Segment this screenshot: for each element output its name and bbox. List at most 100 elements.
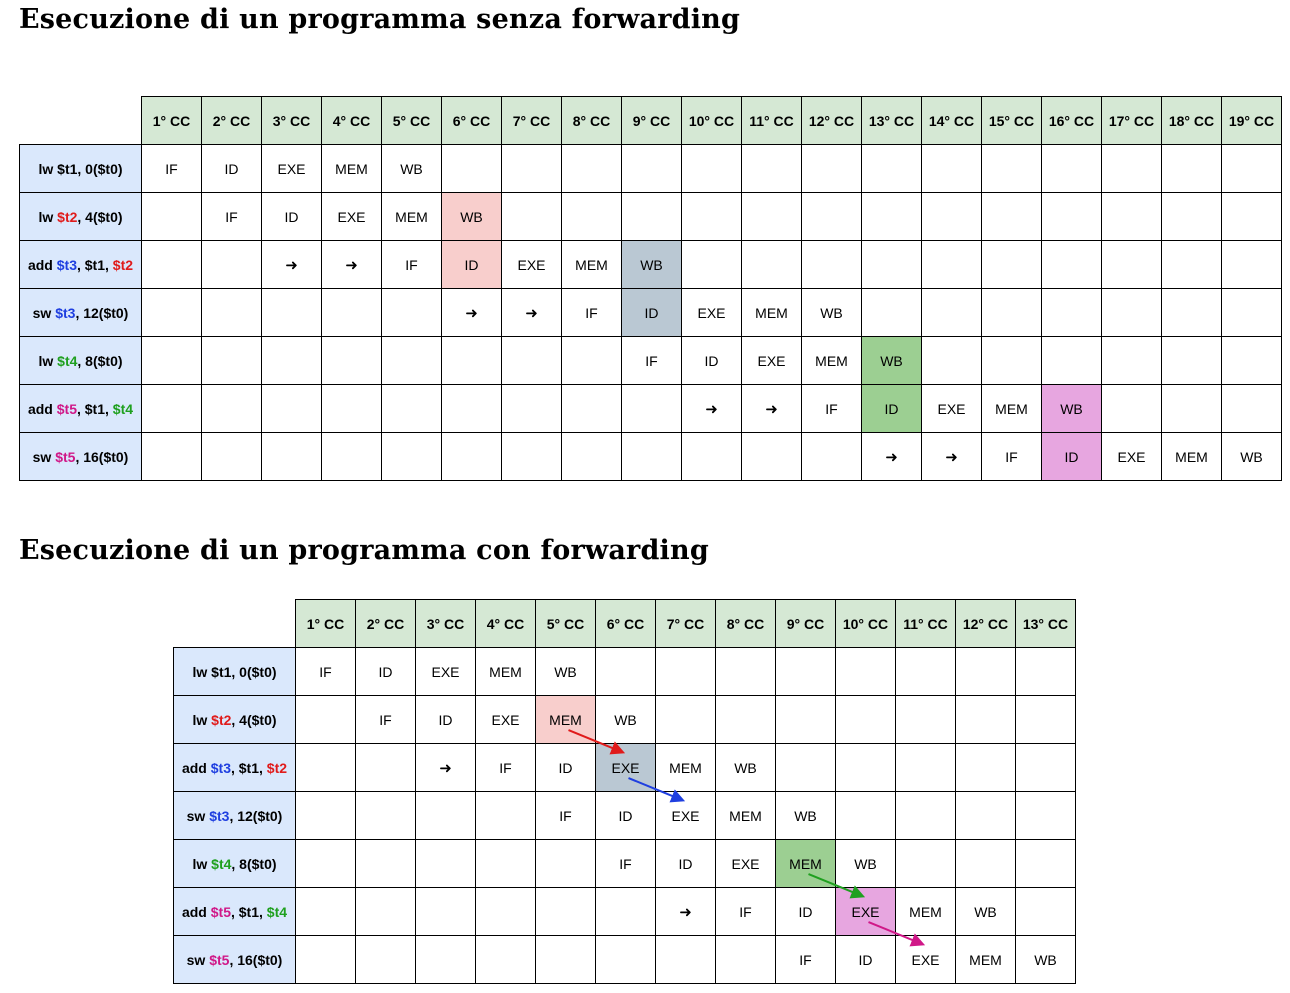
instruction-label: sw $t3, 12($t0) [173,791,296,840]
cycle-header: 1° CC [295,599,356,648]
empty-cell [1015,887,1076,936]
empty-cell [261,336,322,385]
empty-cell [955,743,1016,792]
stage-cell: EXE [261,144,322,193]
empty-cell [921,144,982,193]
cycle-header: 13° CC [861,96,922,145]
empty-cell [321,432,382,481]
stage-cell: WB [381,144,442,193]
stage-cell: MEM [1161,432,1222,481]
empty-cell [1161,288,1222,337]
instruction-row: sw $t3, 12($t0) ➜ ➜ IF ID EXE MEM WB [19,288,1282,337]
empty-cell [201,288,262,337]
stage-cell: IF [981,432,1042,481]
empty-cell [441,336,502,385]
instruction-text: lw $t1, 0($t0) [192,663,277,680]
stage-cell: WB [955,887,1016,936]
stage-cell: IF [535,791,596,840]
instruction-text: , 12($t0) [75,304,129,321]
empty-cell [381,336,442,385]
stage-cell: WB [441,192,502,241]
empty-cell [141,192,202,241]
empty-cell [441,384,502,433]
empty-cell [655,647,716,696]
empty-cell [321,288,382,337]
empty-cell [1221,336,1282,385]
instruction-text: lw [38,208,58,225]
register-highlight: $t5 [56,400,77,417]
stage-cell: EXE [501,240,562,289]
stage-cell: MEM [741,288,802,337]
stage-cell: ID [775,887,836,936]
empty-cell [1041,144,1102,193]
stage-cell: EXE [595,743,656,792]
empty-cell [595,647,656,696]
stall-arrow: ➜ [681,384,742,433]
instruction-row: lw $t4, 8($t0) IF ID EXE MEM WB [173,839,1076,888]
empty-cell [415,839,476,888]
empty-cell [921,336,982,385]
empty-cell [741,192,802,241]
stage-cell: MEM [955,935,1016,984]
empty-cell [801,144,862,193]
empty-cell [201,336,262,385]
empty-cell [261,288,322,337]
register-highlight: $t2 [211,711,232,728]
empty-cell [475,887,536,936]
stage-cell: WB [715,743,776,792]
empty-cell [355,935,416,984]
stage-cell: ID [595,791,656,840]
stage-cell: WB [801,288,862,337]
empty-cell [355,887,416,936]
instruction-label: add $t3, $t1, $t2 [19,240,142,289]
instruction-label: lw $t1, 0($t0) [19,144,142,193]
empty-cell [861,240,922,289]
stage-cell: MEM [561,240,622,289]
stage-cell: EXE [741,336,802,385]
instruction-label: lw $t2, 4($t0) [19,192,142,241]
empty-cell [535,935,596,984]
pipeline-table-with-forwarding: 1° CC 2° CC 3° CC 4° CC 5° CC 6° CC 7° CC 8° CC… [173,599,1076,984]
cycle-header: 12° CC [955,599,1016,648]
stage-cell: WB [835,839,896,888]
stage-cell: EXE [475,695,536,744]
cycle-header: 15° CC [981,96,1042,145]
stage-cell: IF [141,144,202,193]
instruction-text: lw $t1, 0($t0) [38,160,123,177]
stage-cell: MEM [381,192,442,241]
instruction-text: , $t1, [76,400,113,417]
empty-cell [1161,240,1222,289]
empty-cell [295,743,356,792]
stage-cell: IF [595,839,656,888]
empty-cell [295,935,356,984]
register-highlight: $t3 [56,256,77,273]
register-highlight: $t2 [112,256,134,273]
instruction-row: add $t5, $t1, $t4 ➜ ➜ IF ID EXE MEM WB [19,384,1282,433]
empty-cell [201,384,262,433]
empty-cell [1015,791,1076,840]
empty-cell [475,791,536,840]
register-highlight: $t3 [55,304,76,321]
empty-cell [1101,336,1162,385]
empty-cell [981,240,1042,289]
instruction-label: sw $t5, 16($t0) [173,935,296,984]
stage-cell: EXE [1101,432,1162,481]
empty-cell [441,432,502,481]
empty-cell [1161,384,1222,433]
empty-cell [1041,240,1102,289]
empty-cell [535,887,596,936]
empty-cell [1161,192,1222,241]
instruction-text: lw [192,855,212,872]
stage-cell: MEM [475,647,536,696]
stall-arrow: ➜ [321,240,382,289]
cycle-header: 14° CC [921,96,982,145]
empty-cell [1015,839,1076,888]
cycle-header-row: 1° CC 2° CC 3° CC 4° CC 5° CC 6° CC 7° CC 8° CC… [19,96,1282,145]
empty-cell [141,384,202,433]
instruction-row: lw $t1, 0($t0) IF ID EXE MEM WB [19,144,1282,193]
stage-cell: MEM [801,336,862,385]
stage-cell: IF [715,887,776,936]
empty-cell [801,432,862,481]
instruction-row: sw $t3, 12($t0) IF ID EXE MEM WB [173,791,1076,840]
instruction-text: , $t1, [230,759,267,776]
